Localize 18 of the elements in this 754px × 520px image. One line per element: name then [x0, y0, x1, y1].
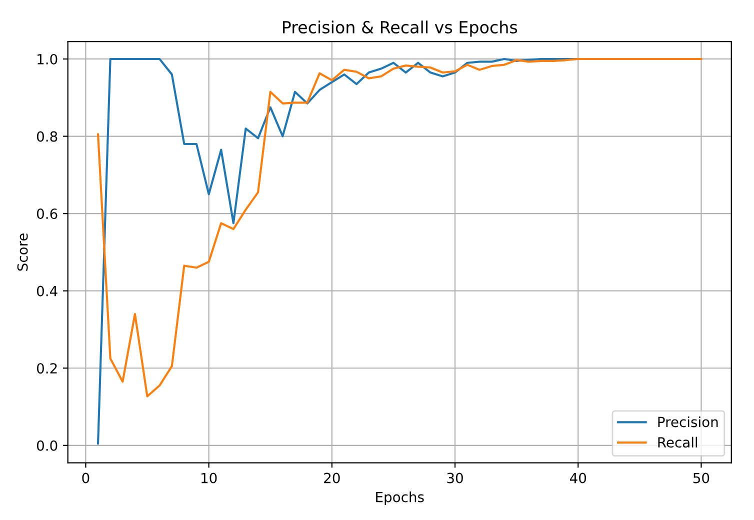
- y-axis-title: Score: [17, 233, 28, 271]
- y-tick-label: 0.2: [36, 363, 57, 374]
- x-tick-label: 50: [693, 472, 710, 484]
- line-series: [96, 58, 702, 398]
- x-tick-label: 10: [202, 472, 217, 484]
- legend-label: Precision: [658, 416, 718, 428]
- x-tick-label: 30: [447, 472, 463, 484]
- x-axis-title: Epochs: [376, 492, 424, 505]
- x-tick-label: 40: [570, 472, 586, 484]
- x-tick-label: 0: [82, 472, 90, 484]
- chart-title: Precision & Recall vs Epochs: [282, 20, 518, 37]
- legend-label: Recall: [658, 436, 698, 448]
- y-tick-label: 0.4: [36, 286, 58, 296]
- y-tick-label: 0.6: [36, 208, 58, 220]
- y-tick-label: 0.0: [36, 440, 58, 451]
- y-tick-label: 1.0: [38, 54, 58, 64]
- x-tick-label: 20: [324, 472, 340, 484]
- y-tick-label: 0.8: [36, 131, 58, 142]
